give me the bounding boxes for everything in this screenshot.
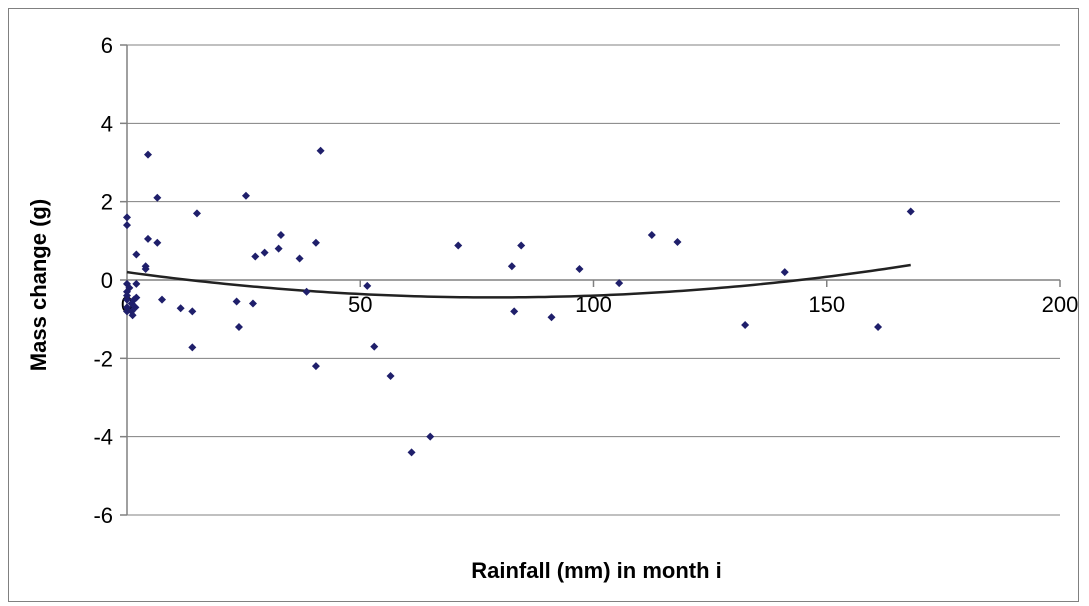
data-point-23	[157, 295, 166, 304]
data-point-53	[647, 230, 656, 239]
y-tick-label-4: -2	[93, 346, 113, 371]
x-tick-label-4: 200	[1042, 292, 1079, 317]
data-point-57	[874, 323, 883, 331]
x-tick-label-1: 50	[348, 292, 372, 317]
data-point-49	[517, 241, 526, 250]
data-point-13	[131, 303, 140, 312]
data-point-38	[311, 238, 320, 247]
data-point-43	[386, 371, 395, 380]
data-point-27	[192, 209, 201, 218]
data-point-0	[123, 213, 131, 222]
data-point-1	[123, 221, 131, 230]
x-axis-title: Rainfall (mm) in month i	[471, 558, 722, 583]
y-tick-label-3: 0	[101, 268, 113, 293]
y-tick-label-6: -6	[93, 503, 113, 528]
data-point-48	[510, 307, 519, 316]
y-axis-title: Mass change (g)	[26, 199, 51, 371]
data-point-40	[316, 146, 325, 155]
data-point-24	[176, 304, 185, 313]
data-point-22	[153, 238, 162, 247]
data-point-45	[426, 432, 435, 441]
data-point-47	[507, 262, 516, 271]
gridlines	[127, 44, 1060, 516]
data-point-7	[123, 307, 131, 316]
data-point-50	[547, 313, 556, 322]
data-point-37	[302, 287, 311, 296]
data-point-21	[153, 193, 162, 202]
chart-frame	[8, 8, 1079, 602]
data-point-25	[188, 307, 197, 316]
x-tick-label-3: 150	[808, 292, 845, 317]
data-point-52	[615, 279, 624, 288]
data-point-28	[232, 297, 241, 306]
data-point-31	[248, 299, 257, 308]
data-point-46	[454, 241, 463, 250]
data-point-16	[132, 250, 141, 259]
data-point-56	[780, 268, 789, 277]
y-tick-label-0: 6	[101, 33, 113, 58]
data-point-39	[311, 362, 320, 371]
data-point-44	[407, 448, 416, 457]
y-tick-label-1: 4	[101, 111, 113, 136]
data-point-11	[128, 311, 137, 320]
data-point-33	[260, 248, 269, 257]
data-point-51	[575, 265, 584, 274]
data-point-20	[143, 234, 152, 243]
data-point-30	[241, 191, 250, 200]
data-point-5	[123, 295, 131, 304]
data-point-34	[274, 244, 283, 253]
trendline	[126, 263, 911, 299]
data-point-15	[132, 293, 141, 302]
data-point-29	[234, 323, 243, 331]
data-point-36	[295, 254, 304, 263]
data-point-42	[370, 342, 379, 351]
data-point-54	[673, 238, 682, 247]
data-points	[123, 146, 915, 457]
y-tick-label-5: -4	[93, 425, 113, 450]
trendline-layer	[126, 263, 911, 299]
data-point-32	[251, 252, 260, 261]
data-point-19	[143, 150, 152, 159]
data-point-8	[125, 283, 134, 292]
data-point-55	[741, 321, 750, 330]
data-point-26	[188, 343, 197, 352]
data-point-14	[132, 279, 141, 288]
data-point-18	[141, 265, 150, 274]
data-point-35	[276, 230, 285, 239]
y-tick-label-2: 2	[101, 190, 113, 215]
data-point-41	[363, 281, 372, 290]
data-point-58	[906, 207, 915, 216]
